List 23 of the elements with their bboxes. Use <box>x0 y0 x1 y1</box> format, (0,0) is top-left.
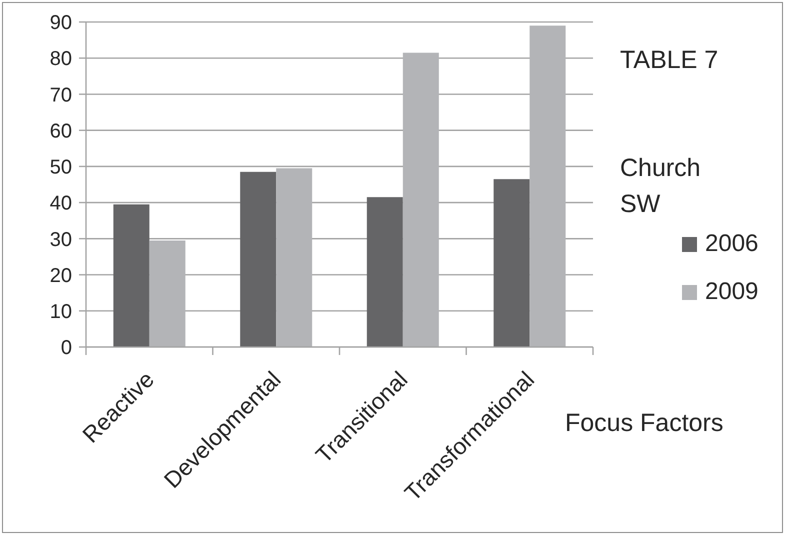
bar <box>113 204 150 347</box>
bar <box>149 240 186 347</box>
y-tick-label: 80 <box>50 48 72 70</box>
y-tick-label: 60 <box>50 120 72 142</box>
legend-label: 2009 <box>705 278 758 305</box>
y-tick-label: 0 <box>60 337 72 360</box>
text: Focus Factors <box>565 409 724 437</box>
y-tick-label: 70 <box>50 84 72 106</box>
legend-label: 2006 <box>705 230 758 257</box>
bar <box>530 26 566 347</box>
y-tick-label: 20 <box>50 264 72 287</box>
y-tick-label: 90 <box>50 12 72 34</box>
text: TABLE 7 <box>620 46 718 74</box>
bar <box>402 52 439 347</box>
y-tick-label: 10 <box>50 300 72 323</box>
bar <box>366 197 403 347</box>
y-tick-label: 30 <box>50 228 72 251</box>
y-tick-label: 40 <box>50 192 72 215</box>
legend-title: Church SW <box>620 154 701 218</box>
bar <box>240 172 276 347</box>
bar <box>494 179 530 347</box>
bar <box>276 168 312 347</box>
y-tick-label: 50 <box>50 156 72 179</box>
